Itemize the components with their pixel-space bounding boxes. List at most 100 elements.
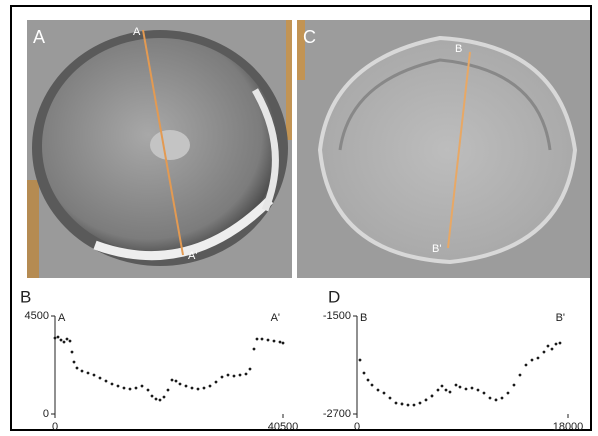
data-point <box>471 387 474 390</box>
data-point <box>395 402 398 405</box>
data-point <box>363 372 366 375</box>
data-point <box>163 396 166 399</box>
data-point <box>69 340 72 343</box>
data-point <box>282 342 285 345</box>
data-point <box>489 397 492 400</box>
data-point <box>389 397 392 400</box>
data-point <box>54 337 57 340</box>
data-point <box>273 340 276 343</box>
y-tick-label: 0 <box>43 408 49 420</box>
data-point <box>507 392 510 395</box>
profile-start-label: A <box>58 312 66 324</box>
line-start-label: B <box>455 43 462 55</box>
data-point <box>441 385 444 388</box>
data-point <box>221 376 224 379</box>
data-point <box>197 388 200 391</box>
data-point <box>513 384 516 387</box>
data-point <box>455 384 458 387</box>
data-point <box>407 404 410 407</box>
panel-label: A <box>33 27 45 47</box>
data-point <box>425 399 428 402</box>
data-point <box>155 398 158 401</box>
data-point <box>245 373 248 376</box>
data-point <box>209 385 212 388</box>
x-tick-label: 0 <box>52 421 58 433</box>
y-tick-label: 4500 <box>25 310 49 322</box>
data-point <box>555 343 558 346</box>
data-point <box>413 404 416 407</box>
data-point <box>66 338 69 341</box>
panel-label: D <box>328 287 340 306</box>
data-point <box>57 336 60 339</box>
data-point <box>449 391 452 394</box>
x-tick-label: 0 <box>354 421 360 433</box>
profile-end-label: A' <box>271 312 280 324</box>
panel-label: C <box>303 27 316 47</box>
data-point <box>551 348 554 351</box>
data-point <box>151 395 154 398</box>
data-point <box>377 389 380 392</box>
data-point <box>543 351 546 354</box>
data-point <box>81 370 84 373</box>
data-point <box>147 389 150 392</box>
data-point <box>129 388 132 391</box>
data-point <box>179 383 182 386</box>
y-tick-label: -2700 <box>323 408 351 420</box>
data-point <box>431 395 434 398</box>
data-point <box>71 351 74 354</box>
data-point <box>445 389 448 392</box>
data-point <box>483 392 486 395</box>
data-point <box>519 374 522 377</box>
data-point <box>185 385 188 388</box>
image-c <box>297 20 590 278</box>
y-tick-label: -1500 <box>323 310 351 322</box>
data-point <box>117 385 120 388</box>
data-point <box>159 399 162 402</box>
profile-end-label: B' <box>556 312 565 324</box>
data-point <box>203 387 206 390</box>
data-point <box>531 359 534 362</box>
data-point <box>465 388 468 391</box>
data-point <box>267 339 270 342</box>
data-point <box>525 364 528 367</box>
data-point <box>141 385 144 388</box>
data-point <box>459 386 462 389</box>
data-point <box>547 345 550 348</box>
data-point <box>227 374 230 377</box>
data-point <box>99 377 102 380</box>
data-point <box>135 387 138 390</box>
data-point <box>191 387 194 390</box>
x-tick-label: 40500 <box>268 421 299 433</box>
data-point <box>111 383 114 386</box>
data-point <box>256 338 259 341</box>
data-point <box>239 374 242 377</box>
data-point <box>87 372 90 375</box>
data-point <box>105 380 108 383</box>
data-point <box>477 389 480 392</box>
data-point <box>495 399 498 402</box>
data-point <box>167 389 170 392</box>
data-point <box>60 339 63 342</box>
figure: A A A' C B B' BAA'04500040500DBB'-2700-1… <box>0 0 598 436</box>
data-point <box>175 380 178 383</box>
data-point <box>261 338 264 341</box>
data-point <box>383 392 386 395</box>
line-end-label: B' <box>432 243 441 255</box>
data-point <box>249 368 252 371</box>
data-point <box>123 387 126 390</box>
data-point <box>537 357 540 360</box>
data-point <box>559 342 562 345</box>
data-point <box>419 402 422 405</box>
data-point <box>253 348 256 351</box>
data-point <box>437 389 440 392</box>
image-a <box>27 20 294 278</box>
data-point <box>233 375 236 378</box>
data-point <box>171 379 174 382</box>
data-point <box>93 374 96 377</box>
data-point <box>359 359 362 362</box>
panel-label: B <box>20 287 31 306</box>
data-point <box>73 361 76 364</box>
data-point <box>76 367 79 370</box>
data-point <box>367 379 370 382</box>
line-start-label: A <box>133 26 141 38</box>
